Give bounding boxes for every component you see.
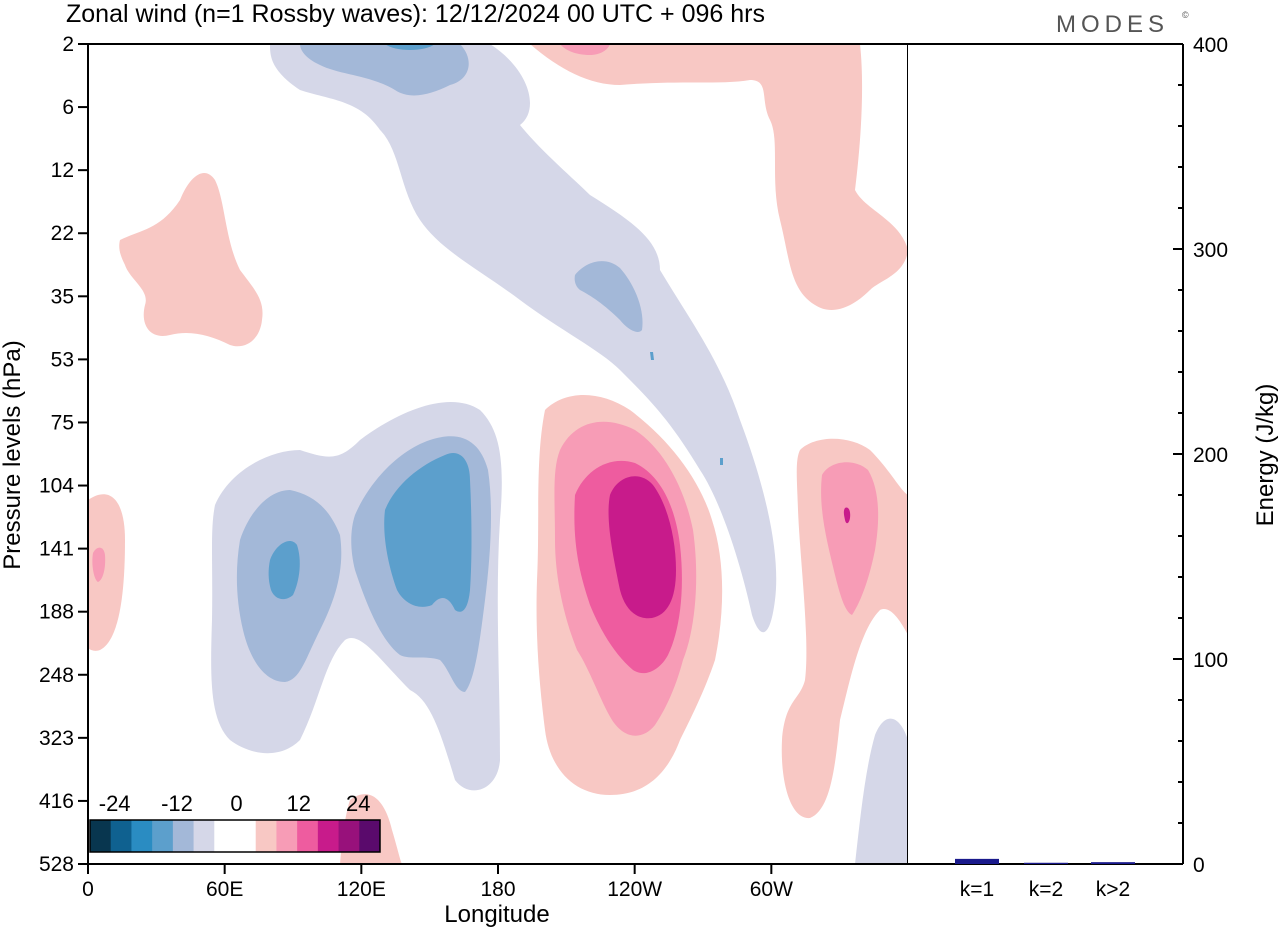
y-tick-label: 141 bbox=[39, 538, 74, 561]
contour-fills bbox=[88, 44, 908, 864]
contour-plot: 2 6 12 22 35 53 75 104 141 188 248 323 416 528 0 60E 12… bbox=[0, 33, 909, 928]
colorbar-label: 12 bbox=[287, 791, 311, 816]
y-tick-label: 188 bbox=[39, 601, 74, 624]
colorbar-swatch bbox=[297, 820, 319, 852]
contour-neg-strong-upper bbox=[385, 44, 435, 50]
colorbar-label: 0 bbox=[230, 791, 242, 816]
y-tick-label: 104 bbox=[39, 475, 74, 498]
energy-axis-label: Energy (J/kg) bbox=[1252, 384, 1279, 527]
y-tick-label: 416 bbox=[39, 790, 74, 813]
colorbar-swatch bbox=[235, 820, 257, 852]
contour-neg-medium-upper bbox=[300, 44, 469, 96]
contour-neg-strong-west bbox=[268, 540, 300, 600]
x-axis-label: Longitude bbox=[444, 901, 549, 928]
y-tick-label: 248 bbox=[39, 664, 74, 687]
y-axis-label: Pressure levels (hPa) bbox=[0, 340, 26, 569]
energy-tick-label: 400 bbox=[1193, 34, 1228, 57]
colorbar-label: -12 bbox=[161, 791, 193, 816]
contour-pos-light-left-edge bbox=[88, 494, 125, 651]
colorbar-swatch bbox=[131, 820, 153, 852]
contour-pos-light-top bbox=[530, 44, 908, 310]
energy-tick-label: 100 bbox=[1193, 649, 1228, 672]
x-tick-label: 120W bbox=[607, 878, 662, 901]
colorbar-swatch bbox=[338, 820, 360, 852]
energy-tick-label: 0 bbox=[1193, 854, 1205, 877]
energy-panel: 0 100 200 300 400 k=1 k=2 k>2 Energy (J/kg) bbox=[908, 34, 1279, 901]
energy-bar bbox=[1091, 862, 1135, 864]
energy-category-label: k>2 bbox=[1096, 878, 1130, 901]
colorbar-swatch bbox=[255, 820, 277, 852]
energy-tick-label: 300 bbox=[1193, 239, 1228, 262]
contour-neg-strong-east bbox=[384, 452, 472, 612]
y-tick-label: 323 bbox=[39, 727, 74, 750]
y-tick-label: 528 bbox=[39, 853, 74, 876]
x-axis: 0 60E 120E 180 120W 60W bbox=[82, 864, 793, 901]
colorbar: -24 -12 0 12 24 bbox=[89, 791, 381, 853]
contour-pos-light-upper-left bbox=[119, 172, 263, 347]
colorbar-swatch bbox=[359, 820, 381, 852]
contour-pos-medium-right bbox=[821, 462, 879, 615]
logo-mark: © bbox=[1182, 10, 1189, 20]
x-tick-label: 60E bbox=[206, 878, 243, 901]
chart-title: Zonal wind (n=1 Rossby waves): 12/12/202… bbox=[66, 0, 765, 28]
colorbar-label: 24 bbox=[346, 791, 370, 816]
colorbar-swatch bbox=[90, 820, 112, 852]
y-tick-label: 75 bbox=[51, 411, 74, 434]
contour-pos-medium-left bbox=[92, 547, 106, 582]
x-tick-label: 120E bbox=[337, 878, 386, 901]
colorbar-swatch bbox=[276, 820, 298, 852]
energy-bars bbox=[955, 858, 1135, 864]
colorbar-label: -24 bbox=[99, 791, 131, 816]
x-tick-label: 0 bbox=[82, 878, 94, 901]
energy-tick-label: 200 bbox=[1193, 444, 1228, 467]
y-axis: 2 6 12 22 35 53 75 104 141 188 248 323 416 528 bbox=[39, 33, 88, 876]
contour-pos-deep-right-dot bbox=[843, 507, 851, 524]
colorbar-swatch bbox=[152, 820, 174, 852]
contour-neg-medium-center-small bbox=[574, 261, 643, 332]
energy-category-label: k=1 bbox=[960, 878, 994, 901]
colorbar-swatch bbox=[172, 820, 195, 852]
contour-pos-core bbox=[608, 476, 676, 619]
contour-neg-light-upper-band bbox=[270, 44, 777, 633]
energy-category-label: k=2 bbox=[1029, 878, 1063, 901]
y-tick-label: 22 bbox=[51, 222, 74, 245]
y-tick-label: 12 bbox=[51, 159, 74, 182]
y-tick-label: 2 bbox=[62, 33, 74, 56]
x-tick-label: 180 bbox=[480, 878, 515, 901]
colorbar-swatch bbox=[193, 820, 215, 852]
energy-bar bbox=[1024, 862, 1068, 864]
y-tick-label: 35 bbox=[51, 285, 74, 308]
colorbar-swatch bbox=[317, 820, 340, 852]
y-tick-label: 53 bbox=[51, 348, 74, 371]
contour-neg-light-right bbox=[855, 718, 908, 864]
energy-x-axis: k=1 k=2 k>2 bbox=[960, 878, 1130, 901]
energy-bar bbox=[955, 858, 999, 864]
colorbar-frame bbox=[89, 819, 381, 853]
colorbar-swatch bbox=[214, 820, 236, 852]
logo: MODES bbox=[1056, 11, 1169, 38]
contour-pos-medium-top bbox=[560, 44, 610, 55]
energy-y-axis: 0 100 200 300 400 bbox=[1173, 34, 1228, 877]
x-tick-label: 60W bbox=[750, 878, 793, 901]
colorbar-swatch bbox=[110, 820, 132, 852]
energy-background bbox=[908, 44, 1183, 864]
y-tick-label: 6 bbox=[62, 96, 74, 119]
